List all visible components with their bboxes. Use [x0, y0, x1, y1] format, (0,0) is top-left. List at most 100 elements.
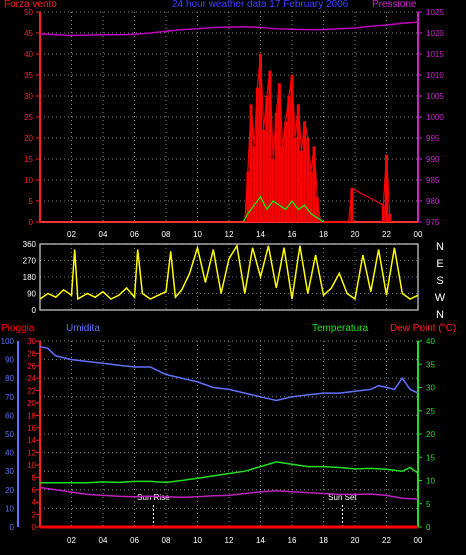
chart-title: 24 hour weather data 17 February 2006	[172, 0, 349, 10]
y-tick-label-left: 270	[23, 257, 37, 266]
x-tick-label: 02	[67, 536, 76, 545]
y-tick-label-outer: 0	[10, 523, 15, 532]
compass-label: N	[436, 241, 444, 253]
compass-label: E	[436, 258, 443, 270]
rain-axis-title: Pioggia	[1, 323, 35, 334]
y-tick-label-left: 0	[32, 306, 37, 315]
y-tick-label-right: 1000	[426, 113, 444, 122]
y-tick-label-inner: 8	[32, 473, 37, 482]
y-tick-label-outer: 40	[5, 449, 14, 458]
y-tick-label-inner: 30	[27, 337, 36, 346]
y-tick-label-right: 5	[426, 500, 431, 509]
y-tick-label-right: 15	[426, 453, 435, 462]
y-tick-label-left: 45	[24, 29, 33, 38]
y-tick-label-inner: 24	[27, 374, 36, 383]
y-tick-label-left: 25	[24, 113, 33, 122]
x-tick-label: 00	[414, 230, 423, 239]
y-tick-label-inner: 20	[27, 399, 36, 408]
y-tick-label-right: 1025	[426, 8, 444, 17]
y-tick-label-left: 360	[23, 240, 37, 249]
y-tick-label-outer: 30	[5, 467, 14, 476]
y-tick-label-right: 25	[426, 407, 435, 416]
y-tick-label-inner: 22	[27, 387, 36, 396]
y-tick-label-right: 30	[426, 384, 435, 393]
y-tick-label-left: 35	[24, 71, 33, 80]
humidity-line	[39, 345, 419, 402]
x-tick-label: 14	[256, 230, 265, 239]
y-tick-label-left: 90	[27, 290, 36, 299]
y-tick-label-outer: 10	[5, 504, 14, 513]
y-tick-label-left: 5	[29, 197, 34, 206]
y-tick-label-right: 985	[426, 176, 440, 185]
x-tick-label: 18	[319, 230, 328, 239]
compass-label: S	[436, 275, 443, 287]
x-tick-label: 20	[351, 230, 360, 239]
y-tick-label-right: 980	[426, 197, 440, 206]
y-tick-label-right: 995	[426, 134, 440, 143]
y-tick-label-right: 1005	[426, 92, 444, 101]
y-tick-label-outer: 70	[5, 393, 14, 402]
x-tick-label: 10	[193, 536, 202, 545]
x-tick-label: 08	[162, 230, 171, 239]
x-tick-label: 22	[382, 536, 391, 545]
x-tick-label: 16	[288, 230, 297, 239]
y-tick-label-inner: 6	[32, 486, 37, 495]
y-tick-label-right: 975	[426, 218, 440, 227]
y-tick-label-right: 35	[426, 360, 435, 369]
x-tick-label: 14	[256, 536, 265, 545]
y-tick-label-inner: 28	[27, 349, 36, 358]
temperature-line	[40, 461, 419, 484]
y-tick-label-inner: 12	[27, 449, 36, 458]
x-tick-label: 22	[382, 230, 391, 239]
wind-speed-axis-title: Forza vento	[4, 0, 57, 10]
x-tick-label: 04	[99, 230, 108, 239]
y-tick-label-right: 10	[426, 477, 435, 486]
y-tick-label-right: 1015	[426, 50, 444, 59]
y-tick-label-outer: 60	[5, 411, 14, 420]
y-tick-label-outer: 90	[5, 356, 14, 365]
x-tick-label: 16	[288, 536, 297, 545]
y-tick-label-left: 0	[29, 218, 34, 227]
pressure-line	[39, 21, 419, 37]
sun-marker-label: Sun Rise	[137, 493, 170, 502]
y-tick-label-inner: 2	[32, 511, 37, 520]
x-tick-label: 08	[162, 536, 171, 545]
y-tick-label-right: 1010	[426, 71, 444, 80]
x-tick-label: 06	[130, 536, 139, 545]
wind-average-line	[242, 195, 324, 223]
y-tick-label-left: 15	[24, 155, 33, 164]
temperature-legend-title: Temperatura	[312, 323, 369, 334]
y-tick-label-left: 50	[24, 8, 33, 17]
compass-label: W	[435, 292, 446, 304]
x-tick-label: 00	[414, 536, 423, 545]
y-tick-label-right: 0	[426, 523, 431, 532]
x-tick-label: 02	[67, 230, 76, 239]
x-tick-label: 12	[225, 536, 234, 545]
y-tick-label-left: 20	[24, 134, 33, 143]
x-tick-label: 12	[225, 230, 234, 239]
y-tick-label-outer: 100	[1, 337, 15, 346]
y-tick-label-outer: 20	[5, 486, 14, 495]
y-tick-label-inner: 10	[27, 461, 36, 470]
y-tick-label-left: 30	[24, 92, 33, 101]
y-tick-label-inner: 26	[27, 362, 36, 371]
y-tick-label-inner: 4	[32, 498, 37, 507]
y-tick-label-inner: 14	[27, 436, 36, 445]
y-tick-label-left: 40	[24, 50, 33, 59]
sun-marker-label: Sun Set	[328, 493, 357, 502]
dew-point-line	[39, 486, 419, 500]
y-tick-label-right: 1020	[426, 29, 444, 38]
y-tick-label-outer: 50	[5, 430, 14, 439]
humidity-axis-title: Umidita	[66, 323, 100, 334]
y-tick-label-outer: 80	[5, 374, 14, 383]
y-tick-label-right: 20	[426, 430, 435, 439]
x-tick-label: 10	[193, 230, 202, 239]
y-tick-label-inner: 16	[27, 424, 36, 433]
x-tick-label: 04	[99, 536, 108, 545]
x-tick-label: 18	[319, 536, 328, 545]
pressure-axis-title: Pressione	[372, 0, 417, 10]
x-tick-label: 06	[130, 230, 139, 239]
y-tick-label-left: 180	[23, 273, 37, 282]
y-tick-label-inner: 0	[32, 523, 37, 532]
